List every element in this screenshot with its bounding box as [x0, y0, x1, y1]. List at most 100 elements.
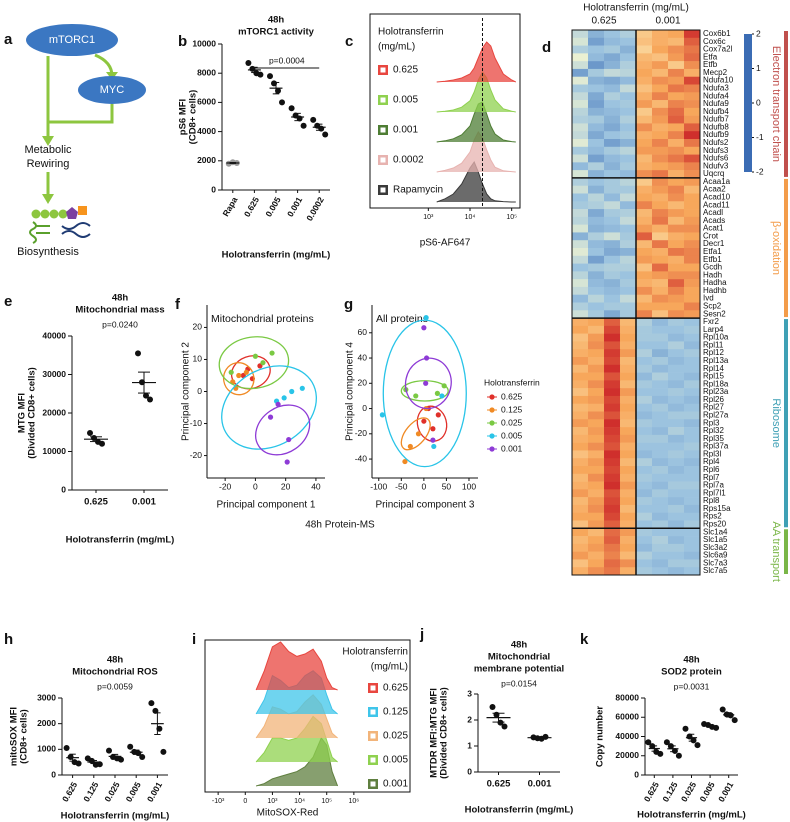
- heatmap-cell: [604, 504, 621, 514]
- data-point: [310, 116, 317, 123]
- heatmap-cell: [620, 427, 637, 436]
- heatmap-cell: [684, 520, 701, 529]
- heatmap-cell: [588, 263, 605, 272]
- plot-subtitle: Mitochondrial: [488, 652, 550, 663]
- heatmap-cell: [588, 45, 605, 54]
- group-bar: [784, 319, 788, 528]
- heatmap-cell: [588, 162, 605, 171]
- heatmap-cell: [684, 146, 701, 155]
- y-tick-label: 10000: [192, 38, 216, 48]
- heatmap-cell: [652, 68, 669, 78]
- heatmap-cell: [572, 395, 589, 405]
- heatmap-cell: [636, 45, 653, 54]
- heatmap-cell: [572, 481, 589, 490]
- heatmap-cell: [636, 37, 653, 46]
- heatmap-cell: [684, 473, 701, 482]
- gene-label: Sesn2: [703, 309, 726, 318]
- heatmap-cell: [636, 528, 653, 537]
- heatmap-cell: [620, 224, 637, 233]
- heatmap-cell: [620, 395, 637, 405]
- panel-letter: j: [419, 626, 424, 643]
- heatmap-cell: [636, 115, 653, 124]
- heatmap-cell: [572, 551, 589, 560]
- confidence-ellipse: [400, 380, 449, 402]
- heatmap-cell: [684, 100, 701, 109]
- heatmap-cell: [620, 162, 637, 171]
- gene-label: Rps20: [703, 520, 727, 529]
- heatmap-cell: [652, 131, 669, 140]
- heatmap-cell: [604, 403, 621, 412]
- heatmap-cell: [668, 185, 685, 194]
- gene-label: Rpl23a: [703, 387, 729, 396]
- heatmap-cell: [668, 123, 685, 132]
- heatmap-cell: [620, 341, 637, 350]
- heatmap-cell: [684, 76, 701, 85]
- heatmap-cell: [668, 76, 685, 85]
- heatmap-cell: [604, 232, 621, 241]
- heatmap-cell: [636, 395, 653, 405]
- heatmap-cell: [620, 543, 637, 552]
- gene-label: Ndufa4: [703, 91, 729, 100]
- plot-title: 48h: [683, 655, 700, 666]
- heatmap-cell: [588, 37, 605, 46]
- heatmap-cell: [668, 349, 685, 358]
- heatmap-cell: [620, 45, 637, 54]
- heatmap-cell: [588, 536, 605, 545]
- heatmap-cell: [668, 395, 685, 405]
- heatmap-cell: [636, 364, 653, 373]
- heatmap-cell: [572, 411, 589, 420]
- heatmap-cell: [604, 427, 621, 436]
- heatmap-cell: [604, 139, 621, 148]
- plot-title: Mitochondrial proteins: [211, 313, 314, 325]
- heatmap-cell: [684, 442, 701, 451]
- heatmap-cell: [620, 177, 637, 187]
- data-point: [279, 99, 285, 106]
- heatmap-cell: [620, 248, 637, 257]
- heatmap-cell: [636, 92, 653, 101]
- heatmap-cell: [668, 255, 685, 264]
- arrow-head: [42, 72, 118, 146]
- heatmap-cell: [652, 489, 669, 498]
- gene-label: Rpl27: [703, 403, 724, 412]
- confidence-ellipse: [255, 404, 311, 456]
- gene-label: Ndufb4: [703, 107, 729, 116]
- heatmap-cell: [652, 185, 669, 194]
- heatmap-cell: [620, 216, 637, 225]
- heatmap-cell: [572, 162, 589, 171]
- y-tick-label: 60000: [615, 712, 639, 722]
- heatmap-cell: [604, 201, 621, 210]
- y-tick-label: 1000: [37, 744, 56, 754]
- heatmap-cell: [588, 543, 605, 552]
- colorbar-tick-label: 2: [756, 28, 761, 38]
- gene-label: Rpl15: [703, 372, 724, 381]
- heatmap-cell: [604, 53, 621, 62]
- heatmap-cell: [636, 185, 653, 194]
- heatmap-cell: [620, 139, 637, 148]
- gene-label: Rpl26: [703, 395, 724, 404]
- y-tick-label: 4000: [197, 126, 216, 136]
- heatmap-cell: [620, 388, 637, 397]
- heatmap-cell: [572, 466, 589, 475]
- gene-label: Acaa1a: [703, 177, 731, 186]
- data-point: [694, 742, 701, 749]
- data-point: [431, 443, 437, 450]
- p-value: p=0.0004: [269, 55, 305, 65]
- heatmap-cell: [652, 61, 669, 70]
- gene-label: Hadh: [703, 270, 722, 279]
- y-axis-label: (Divided CD8+ cells): [439, 687, 450, 779]
- heatmap-cell: [588, 100, 605, 109]
- heatmap-cell: [668, 224, 685, 233]
- heatmap-cell: [588, 442, 605, 451]
- x-tick-label: 0.625: [642, 780, 661, 804]
- heatmap-cell: [604, 68, 621, 78]
- heatmap-cell: [588, 76, 605, 85]
- gene-label: Etfa: [703, 52, 718, 61]
- heatmap-cell: [604, 528, 621, 537]
- panel-letter: d: [542, 39, 551, 56]
- heatmap-cell: [668, 318, 685, 327]
- heatmap-cell: [636, 403, 653, 412]
- heatmap-cell: [604, 520, 621, 529]
- heatmap-cell: [668, 107, 685, 116]
- heatmap-cell: [604, 248, 621, 257]
- gene-label: Rpl27a: [703, 411, 729, 420]
